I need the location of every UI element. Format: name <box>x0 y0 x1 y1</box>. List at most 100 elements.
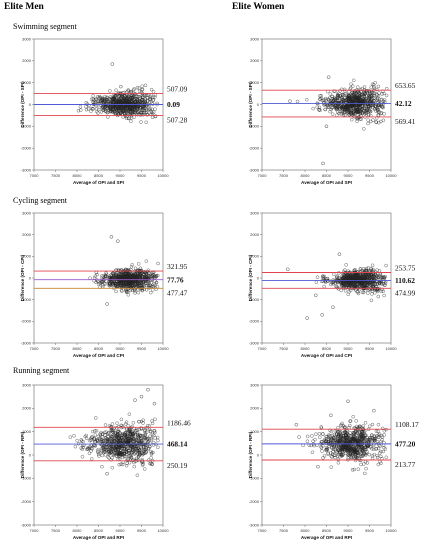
data-point <box>364 97 368 101</box>
data-point <box>143 433 147 437</box>
data-point <box>346 449 350 454</box>
data-point <box>352 271 356 275</box>
data-point <box>150 277 154 281</box>
data-point <box>362 111 367 116</box>
x-tick-label: 9000 <box>344 173 354 178</box>
data-point <box>333 438 337 443</box>
data-point <box>360 275 365 280</box>
data-point <box>372 437 376 442</box>
data-point <box>334 432 339 437</box>
data-point <box>374 105 378 109</box>
data-point <box>128 106 132 111</box>
data-point <box>143 467 147 471</box>
data-point <box>340 93 345 97</box>
data-point <box>329 429 333 434</box>
data-point <box>123 275 127 279</box>
data-point <box>107 102 112 106</box>
data-point <box>376 422 381 427</box>
lower-limit-label: 569.41 <box>395 117 416 126</box>
data-point <box>132 87 136 91</box>
data-point <box>151 95 155 99</box>
data-point <box>337 435 341 439</box>
data-point <box>124 422 128 426</box>
data-point <box>141 421 145 425</box>
data-point <box>376 429 380 433</box>
data-point <box>379 102 383 107</box>
data-point <box>91 100 95 105</box>
data-point <box>336 287 341 291</box>
data-point <box>321 279 325 283</box>
data-point <box>147 100 152 104</box>
data-point <box>137 420 141 424</box>
data-point <box>118 109 122 113</box>
data-point <box>134 441 139 445</box>
upper-limit-label: 507.09 <box>167 84 188 93</box>
data-point <box>342 440 347 444</box>
data-point <box>329 465 333 469</box>
data-point <box>141 448 146 452</box>
data-point <box>372 91 377 96</box>
data-point <box>114 289 118 294</box>
data-point <box>101 439 105 443</box>
data-point <box>128 431 132 436</box>
data-point <box>145 113 149 117</box>
data-point <box>127 454 131 458</box>
data-point <box>362 279 367 284</box>
data-point <box>129 281 134 285</box>
data-point <box>140 88 144 92</box>
data-point <box>381 449 385 454</box>
data-point <box>152 274 157 278</box>
data-point <box>336 461 341 465</box>
data-point <box>150 432 155 437</box>
y-axis-label: Difference (OPI - SPI) <box>20 81 25 128</box>
data-point <box>121 274 126 278</box>
data-point <box>360 92 364 97</box>
data-point <box>377 274 382 278</box>
data-point <box>133 272 137 276</box>
data-point <box>351 433 355 437</box>
data-point <box>340 281 344 286</box>
data-point <box>101 105 105 109</box>
data-point <box>346 453 350 458</box>
data-point <box>127 412 132 416</box>
data-point <box>143 441 148 446</box>
data-point <box>108 429 113 433</box>
data-point <box>379 454 383 459</box>
data-point <box>68 435 72 439</box>
data-point <box>124 420 129 424</box>
data-point <box>115 282 119 286</box>
data-point <box>370 433 374 438</box>
mean-label: 477.20 <box>395 439 416 448</box>
data-point <box>380 97 384 102</box>
data-point <box>321 432 325 436</box>
data-point-outlier <box>305 316 309 320</box>
data-point <box>382 293 386 298</box>
data-point <box>359 444 364 449</box>
data-point <box>138 453 142 457</box>
data-point <box>131 432 135 437</box>
data-point <box>119 417 124 422</box>
data-point <box>351 432 356 436</box>
data-point <box>347 433 351 437</box>
data-point <box>124 100 128 105</box>
data-point <box>340 98 344 102</box>
data-point <box>146 436 150 441</box>
data-point <box>355 433 359 438</box>
data-point <box>90 447 94 451</box>
data-point <box>357 110 361 114</box>
data-point <box>117 94 121 98</box>
data-point <box>136 446 140 451</box>
data-point <box>139 111 143 115</box>
data-point <box>379 275 383 279</box>
y-tick-label: 3000 <box>250 210 260 215</box>
data-point-outlier <box>326 75 331 79</box>
data-point <box>377 432 382 436</box>
data-point <box>297 435 301 439</box>
data-point <box>105 439 110 443</box>
data-point <box>329 281 334 285</box>
data-point <box>314 280 319 284</box>
data-point <box>341 434 346 438</box>
data-point <box>137 89 142 94</box>
x-tick-label: 9000 <box>344 528 354 533</box>
data-point <box>374 447 379 451</box>
